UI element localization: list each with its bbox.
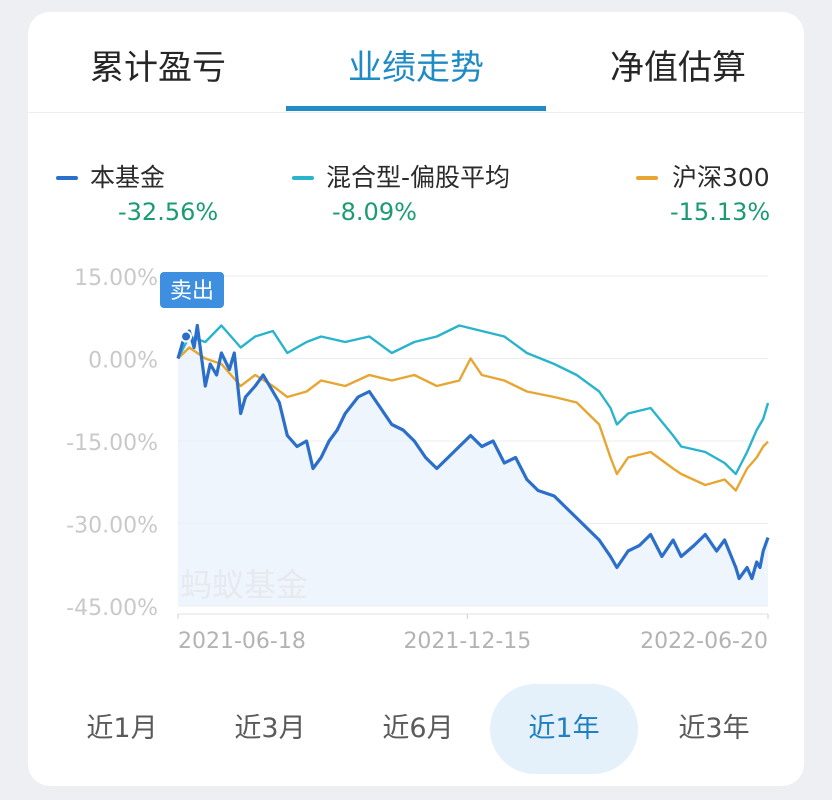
category-avg-line: [176, 324, 770, 476]
fund-card: 累计盈亏 业绩走势 净值估算 本基金 -32.56% 混合型-偏股平均 -8.0…: [28, 12, 804, 786]
legend-fund: 本基金 -32.56%: [56, 158, 256, 228]
legend-category-avg-name: 混合型-偏股平均: [326, 163, 511, 192]
legend-category-avg-value: -8.09%: [332, 198, 417, 226]
y-tick-label: 15.00%: [74, 266, 158, 291]
legend-fund-swatch: [56, 176, 78, 180]
tab-performance-trend[interactable]: 业绩走势: [348, 48, 484, 88]
fund-line: [176, 323, 770, 581]
tab-bar: 累计盈亏 业绩走势 净值估算: [28, 12, 804, 113]
legend-csi300-value: -15.13%: [670, 198, 771, 226]
period-6m-button[interactable]: 近6月: [382, 713, 454, 744]
tab-nav-estimate[interactable]: 净值估算: [610, 48, 746, 88]
y-tick-label: -15.00%: [66, 431, 158, 456]
active-tab-indicator: [286, 106, 546, 111]
tab-cumulative-pnl[interactable]: 累计盈亏: [90, 48, 226, 88]
period-1m-button[interactable]: 近1月: [86, 713, 158, 744]
period-3m-button[interactable]: 近3月: [234, 713, 306, 744]
legend-csi300-name: 沪深300: [672, 163, 770, 192]
period-3y-button[interactable]: 近3年: [678, 713, 750, 744]
period-1y-button[interactable]: 近1年: [490, 684, 638, 774]
x-tick-label: 2021-06-18: [178, 629, 306, 654]
y-tick-label: -30.00%: [66, 514, 158, 539]
legend-category-avg: 混合型-偏股平均 -8.09%: [292, 158, 552, 228]
sell-tag: [160, 272, 224, 308]
y-tick-label: -45.00%: [66, 596, 158, 621]
legend-csi300-swatch: [636, 176, 658, 180]
x-tick-label: 2021-12-15: [403, 629, 531, 654]
y-tick-label: 0.00%: [88, 349, 158, 374]
watermark: 蚂蚁基金: [180, 566, 308, 604]
legend-fund-value: -32.56%: [118, 198, 219, 226]
legend-category-avg-swatch: [292, 176, 314, 180]
sell-marker-dot: [180, 330, 193, 343]
sell-tag-label: 卖出: [170, 279, 214, 304]
legend-csi300: 沪深300 -15.13%: [636, 158, 796, 228]
performance-line-chart: 15.00% 0.00% -15.00% -30.00% -45.00% 2021-06-…: [66, 266, 770, 654]
fund-area-fill: [178, 325, 768, 606]
legend-fund-name: 本基金: [90, 163, 166, 192]
x-tick-label: 2022-06-20: [640, 629, 768, 654]
